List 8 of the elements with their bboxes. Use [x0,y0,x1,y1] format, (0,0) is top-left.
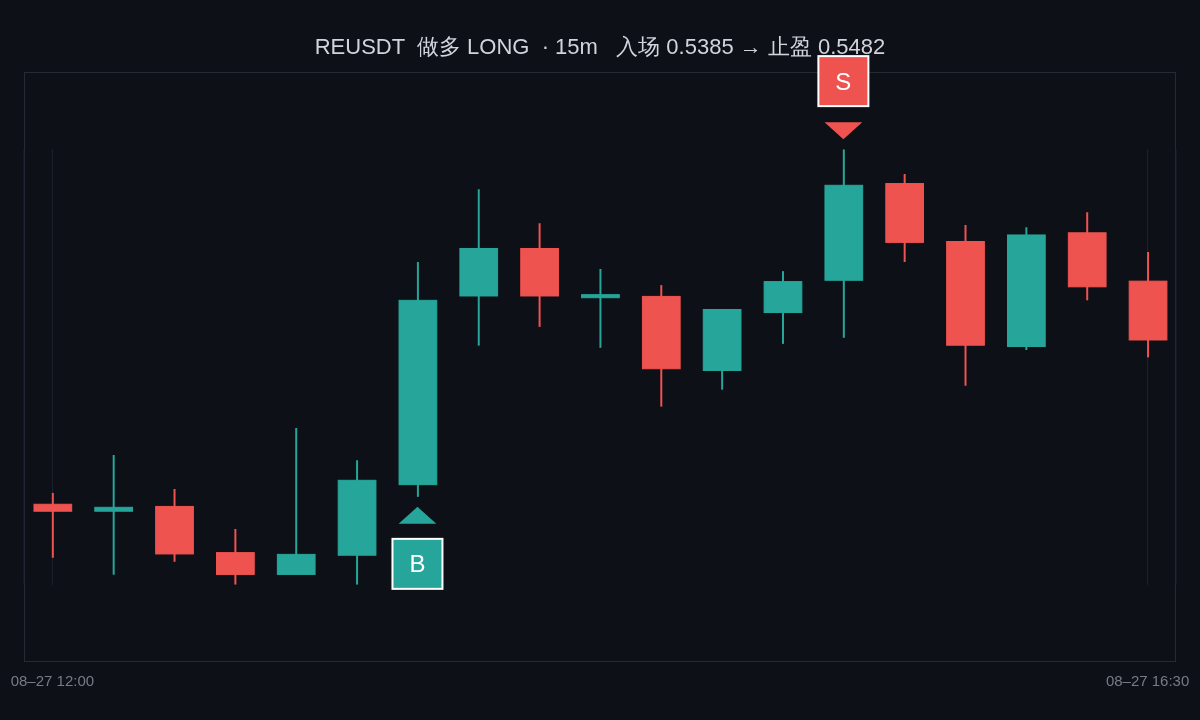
candlestick [581,267,620,349]
annotation: B [409,550,426,578]
chart-title: REUSDT 做多 LONG · 15m 入场 0.5385 → 止盈 0.5482 [313,34,887,60]
x-tick-label: 08–27 16:30 [1105,671,1190,689]
annotation: S [835,67,852,95]
candlestick [94,454,134,576]
candlestick [33,491,73,559]
x-tick-label: 08–27 12:00 [10,671,95,689]
